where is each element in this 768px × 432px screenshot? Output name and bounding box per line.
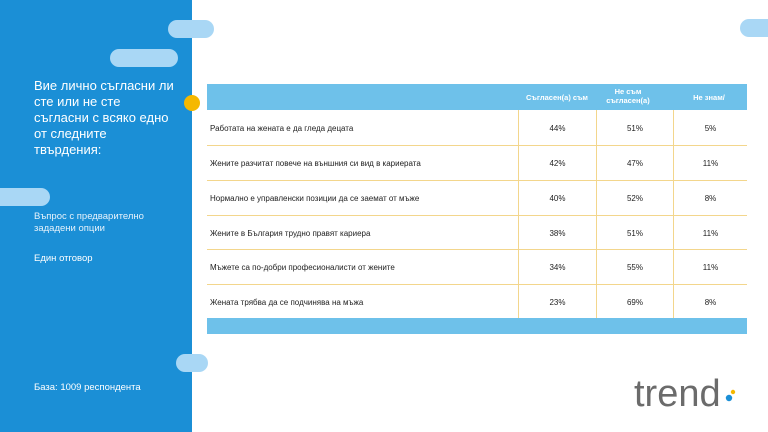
grid-line [518, 110, 519, 318]
question-type: Въпрос с предварително зададени опции [34, 211, 144, 234]
table-row: Жените разчитат повече на външния си вид… [207, 146, 747, 180]
agree-value: 40% [549, 193, 566, 203]
logo-dot-blue [725, 394, 733, 402]
header-dont-know: Не знам/ [693, 93, 725, 102]
results-table: Съгласен(а) съм Не съм съгласен(а) Не зн… [207, 84, 747, 334]
dont-know-value: 11% [702, 158, 719, 168]
agree-value: 38% [549, 228, 566, 238]
table-row: Мъжете са по-добри професионалисти от же… [207, 250, 747, 284]
sidebar-panel: Вие лично съгласни ли сте или не сте съг… [0, 0, 192, 432]
row-label: Нормално е управленски позиции да се зае… [210, 193, 420, 203]
dont-know-value: 11% [702, 228, 719, 238]
row-label: Мъжете са по-добри професионалисти от же… [210, 262, 395, 272]
disagree-value: 69% [626, 297, 643, 307]
trend-logo: trend [634, 373, 736, 414]
disagree-value: 51% [626, 123, 643, 133]
disagree-value: 52% [626, 193, 643, 203]
table-row: Нормално е управленски позиции да се зае… [207, 181, 747, 215]
grid-line [207, 215, 747, 216]
decor-pill [168, 20, 214, 38]
answer-type: Един отговор [34, 253, 93, 264]
grid-line [207, 249, 747, 250]
row-label: Жените разчитат повече на външния си вид… [210, 158, 421, 168]
table-row: Работата на жената е да гледа децата 44%… [207, 111, 747, 145]
dont-know-value: 8% [704, 193, 717, 203]
grid-line [207, 180, 747, 181]
disagree-value: 51% [626, 228, 643, 238]
disagree-value: 47% [626, 158, 643, 168]
agree-value: 44% [549, 123, 566, 133]
grid-line [673, 110, 674, 318]
table-header: Съгласен(а) съм Не съм съгласен(а) Не зн… [207, 84, 747, 110]
agree-value: 23% [549, 297, 566, 307]
decor-pill [740, 19, 768, 37]
table-row: Жените в България трудно правят кариера … [207, 216, 747, 250]
logo-text: trend [634, 373, 721, 414]
dont-know-value: 5% [704, 123, 717, 133]
grid-line [207, 284, 747, 285]
header-agree: Съгласен(а) съм [526, 93, 588, 102]
decor-pill [176, 354, 208, 372]
row-label: Жените в България трудно правят кариера [210, 228, 371, 238]
row-label: Работата на жената е да гледа децата [210, 123, 354, 133]
accent-dot [184, 95, 200, 111]
dont-know-value: 11% [702, 262, 719, 272]
respondent-base: База: 1009 респондента [34, 382, 141, 393]
grid-line [207, 145, 747, 146]
disagree-value: 55% [626, 262, 643, 272]
row-label: Жената трябва да се подчинява на мъжа [210, 297, 364, 307]
table-row: Жената трябва да се подчинява на мъжа 23… [207, 285, 747, 319]
header-disagree: Не съм съгласен(а) [606, 87, 650, 105]
agree-value: 34% [549, 262, 566, 272]
grid-line [596, 110, 597, 318]
dont-know-value: 8% [704, 297, 717, 307]
decor-pill [0, 188, 50, 206]
decor-pill [110, 49, 178, 67]
table-footer-bar [207, 318, 747, 334]
logo-dot-yellow [730, 389, 736, 395]
agree-value: 42% [549, 158, 566, 168]
question-title: Вие лично съгласни ли сте или не сте съг… [34, 78, 174, 157]
